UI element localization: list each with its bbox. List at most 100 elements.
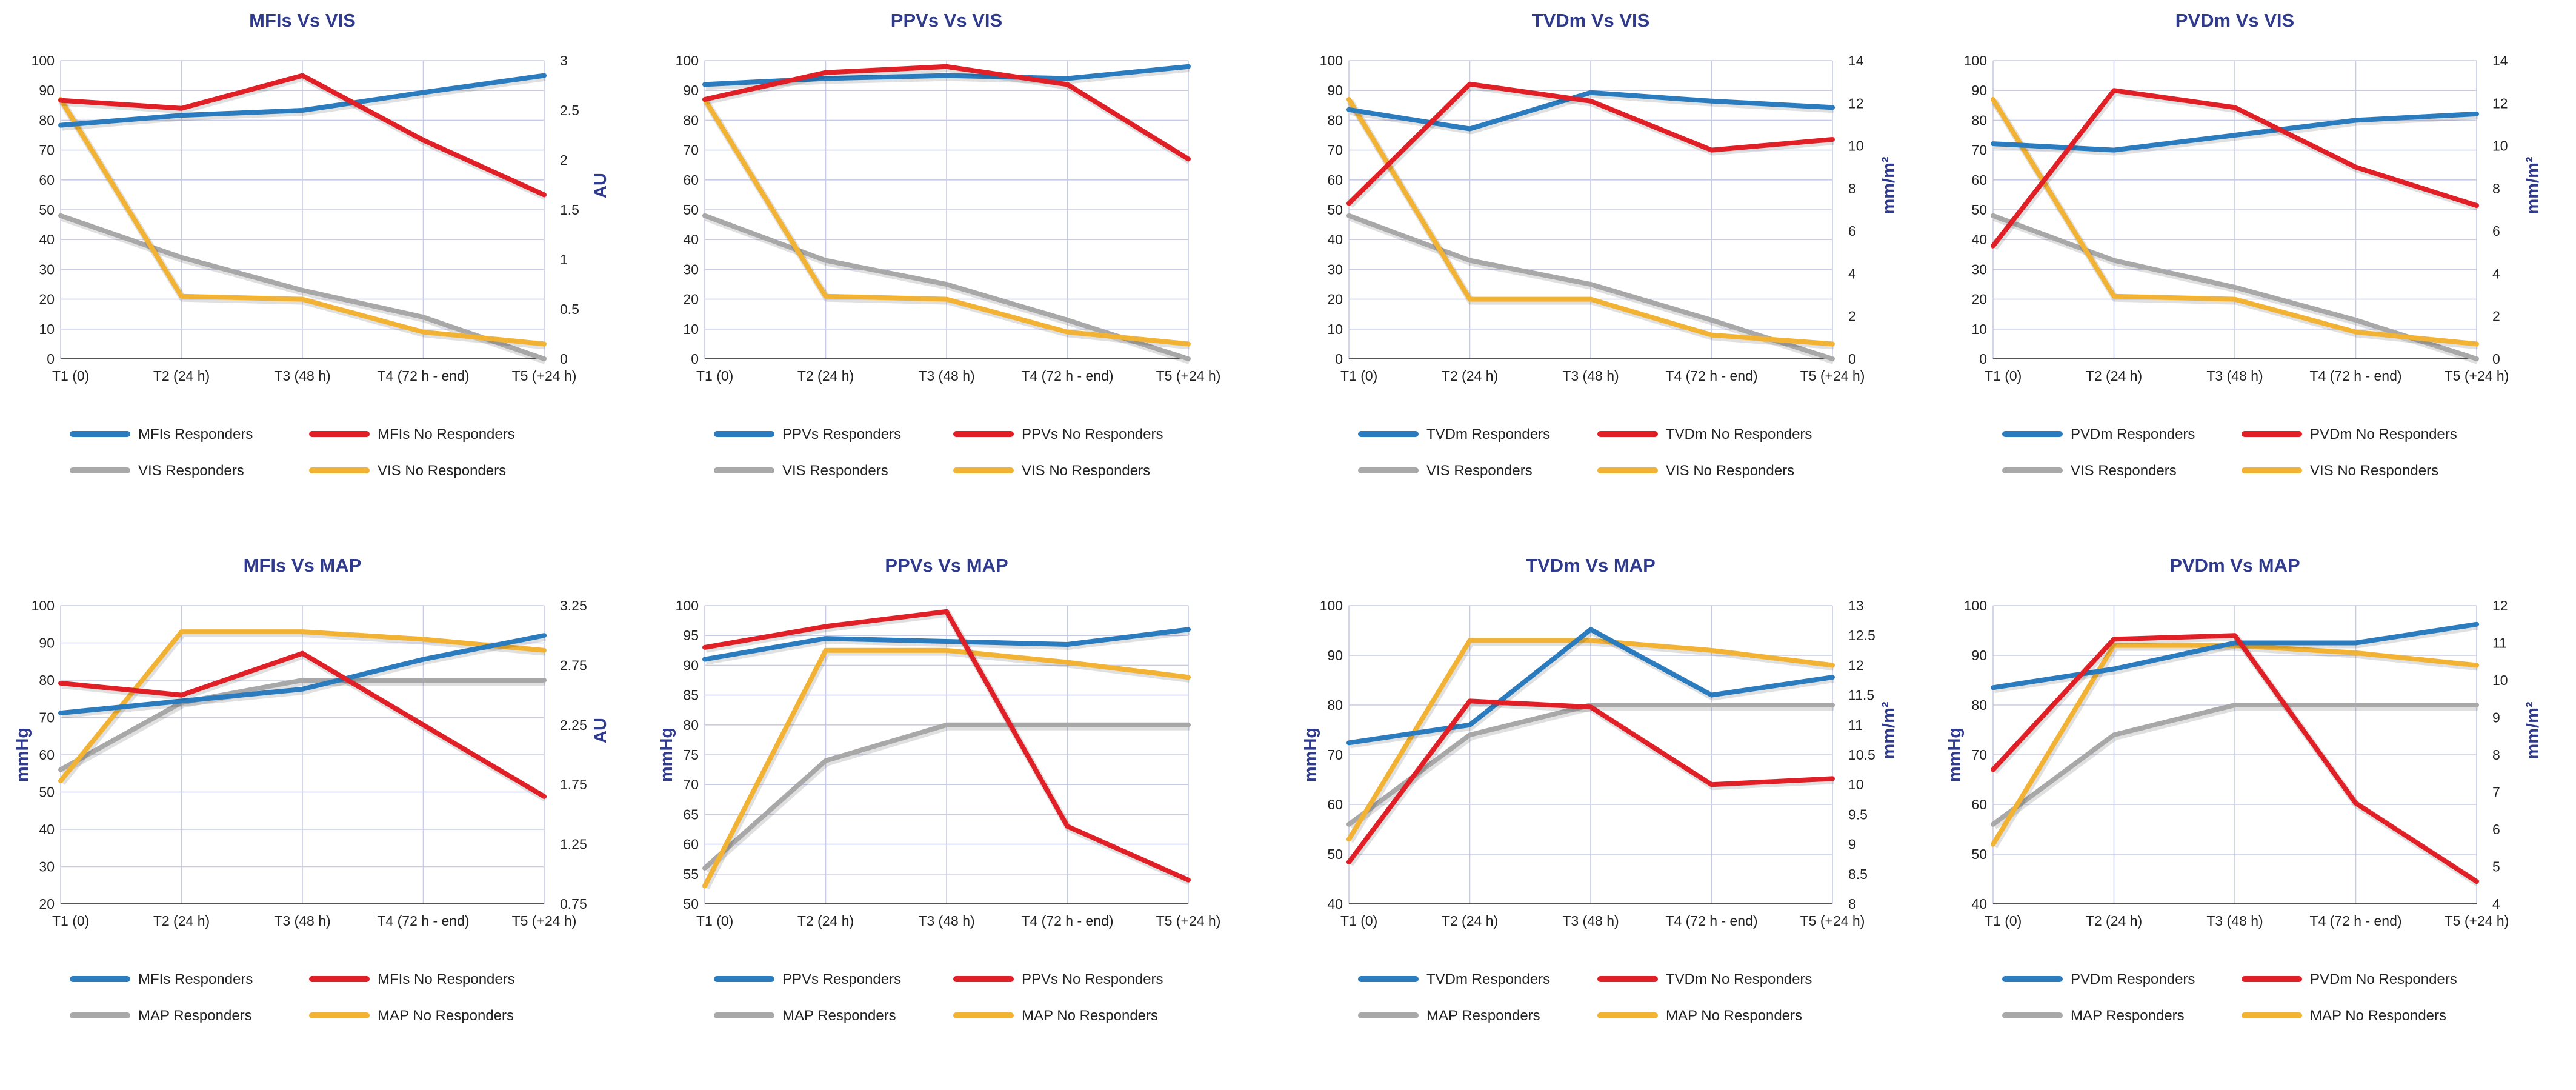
legend-label: PPVs No Responders — [1022, 426, 1163, 443]
y2-tick-label: 3.25 — [560, 598, 587, 614]
y2-tick-label: 6 — [1848, 223, 1856, 239]
y-tick-label: 60 — [1971, 172, 1987, 188]
y2-tick-label: 12 — [2492, 95, 2508, 111]
chart-panel-mfis-vs-map: MFIs Vs MAP 20 30 40 50 60 70 80 90 100 T1 (0) T2 (… — [0, 545, 644, 1090]
y-tick-label: 50 — [1327, 846, 1343, 862]
x-tick-label: T1 (0) — [1340, 368, 1377, 384]
series-line-vis-responders — [1991, 213, 2479, 361]
y-tick-label: 85 — [683, 687, 699, 703]
x-tick-label: T4 (72 h - end) — [2309, 368, 2401, 384]
series-line-map-no-responders — [58, 629, 547, 784]
y2-tick-label: 2.5 — [560, 102, 579, 118]
y-tick-label: 90 — [683, 82, 699, 98]
x-tick-label: T1 (0) — [1340, 913, 1377, 929]
legend-label: MAP No Responders — [2310, 1008, 2446, 1024]
y-tick-label: 0 — [1335, 351, 1343, 367]
chart-panel-mfis-vs-vis: MFIs Vs VIS 0 10 20 30 40 50 60 70 80 90 100 T1 (0) T… — [0, 0, 644, 545]
y-tick-label: 80 — [1327, 697, 1343, 713]
y2-tick-label: 12 — [1848, 657, 1864, 673]
y-tick-label: 90 — [39, 635, 55, 651]
legend-label: MAP Responders — [138, 1008, 252, 1024]
y-tick-label: 90 — [1971, 647, 1987, 663]
x-tick-label: T3 (48 h) — [1562, 913, 1619, 929]
legend-label: VIS Responders — [1426, 463, 1533, 479]
y2-tick-label: 8.5 — [1848, 866, 1868, 882]
y-tick-label: 50 — [683, 896, 699, 912]
y2-tick-label: 8 — [2492, 747, 2500, 763]
x-tick-label: T1 (0) — [52, 913, 89, 929]
x-tick-label: T3 (48 h) — [274, 368, 330, 384]
x-tick-label: T3 (48 h) — [2206, 368, 2263, 384]
y-tick-label: 60 — [1971, 797, 1987, 812]
y-tick-label: 50 — [683, 202, 699, 218]
y2-tick-label: 4 — [2492, 266, 2500, 281]
y2-axis-label: mm/m² — [1879, 701, 1899, 759]
x-tick-label: T1 (0) — [696, 368, 733, 384]
x-tick-label: T4 (72 h - end) — [1665, 368, 1757, 384]
legend-label: VIS Responders — [138, 463, 244, 479]
y2-tick-label: 0 — [560, 351, 568, 367]
legend-label: VIS Responders — [2071, 463, 2177, 479]
y-tick-label: 70 — [1327, 142, 1343, 158]
y2-axis-label: mm/m² — [2523, 701, 2543, 759]
y-tick-label: 70 — [39, 142, 55, 158]
x-tick-label: T4 (72 h - end) — [1021, 913, 1113, 929]
y-axis-label: mmHg — [657, 727, 676, 782]
chart-panel-ppvs-vs-vis: PPVs Vs VIS 0 10 20 30 40 50 60 70 80 90 100 T1 (0) T… — [644, 0, 1288, 545]
chart-svg: TVDm Vs MAP 40 50 60 70 80 90 100 T1 (0) T2 (24 h… — [1301, 555, 1899, 1024]
series-line-ppvs-no-responders — [702, 64, 1191, 162]
chart-panel-pvdm-vs-vis: PVDm Vs VIS 0 10 20 30 40 50 60 70 80 90 100 T1 (0) T… — [1932, 0, 2576, 545]
y2-axis-label: AU — [591, 718, 610, 743]
legend-label: MAP No Responders — [378, 1008, 514, 1024]
y-tick-label: 0 — [47, 351, 55, 367]
x-tick-label: T4 (72 h - end) — [377, 913, 469, 929]
y-tick-label: 50 — [1971, 202, 1987, 218]
y2-tick-label: 12 — [2492, 598, 2508, 614]
series-line-mfis-responders — [58, 633, 547, 716]
y2-tick-label: 1.25 — [560, 837, 587, 852]
y-tick-label: 80 — [1327, 112, 1343, 128]
x-tick-label: T1 (0) — [696, 913, 733, 929]
y-tick-label: 80 — [39, 672, 55, 688]
y2-tick-label: 10 — [1848, 138, 1864, 154]
y-tick-label: 90 — [1971, 82, 1987, 98]
y-axis-label: mmHg — [13, 727, 32, 782]
series-line-vis-no-responders — [1991, 97, 2479, 347]
y2-tick-label: 10 — [2492, 672, 2508, 688]
legend-label: PVDm No Responders — [2310, 426, 2457, 443]
legend-label: MFIs Responders — [138, 971, 253, 988]
y-tick-label: 60 — [1327, 172, 1343, 188]
series-shadow — [61, 73, 547, 200]
x-tick-label: T4 (72 h - end) — [2309, 913, 2401, 929]
y2-tick-label: 0.75 — [560, 896, 587, 912]
chart-title: MFIs Vs VIS — [249, 10, 356, 31]
legend-label: TVDm Responders — [1426, 971, 1550, 988]
series-line-mfis-no-responders — [58, 73, 547, 198]
y2-axis-label: mm/m² — [1879, 156, 1899, 214]
y-tick-label: 95 — [683, 627, 699, 643]
x-tick-label: T4 (72 h - end) — [1665, 913, 1757, 929]
y-tick-label: 10 — [1971, 321, 1987, 337]
y-tick-label: 30 — [1327, 261, 1343, 277]
legend-label: PVDm Responders — [2071, 971, 2195, 988]
series-line-pvdm-no-responders — [1991, 633, 2479, 884]
legend-label: VIS No Responders — [378, 463, 506, 479]
series-line-map-responders — [1991, 703, 2479, 827]
y-tick-label: 100 — [1320, 598, 1343, 614]
series-line-pvdm-responders — [1991, 621, 2479, 690]
series-line-tvdm-no-responders — [1346, 698, 1835, 865]
y2-tick-label: 6 — [2492, 821, 2500, 837]
y2-tick-label: 0 — [1848, 351, 1856, 367]
chart-panel-tvdm-vs-map: TVDm Vs MAP 40 50 60 70 80 90 100 T1 (0) T2 (24 h… — [1288, 545, 1932, 1090]
chart-title: PVDm Vs VIS — [2175, 10, 2294, 31]
legend-label: MAP Responders — [1426, 1008, 1540, 1024]
y-tick-label: 100 — [1320, 53, 1343, 69]
legend-label: TVDm Responders — [1426, 426, 1550, 443]
series-line-vis-no-responders — [702, 97, 1191, 347]
series-line-pvdm-responders — [1991, 111, 2479, 153]
legend-label: MFIs Responders — [138, 426, 253, 443]
y-tick-label: 30 — [39, 261, 55, 277]
y-tick-label: 20 — [683, 292, 699, 307]
y-tick-label: 80 — [1971, 697, 1987, 713]
